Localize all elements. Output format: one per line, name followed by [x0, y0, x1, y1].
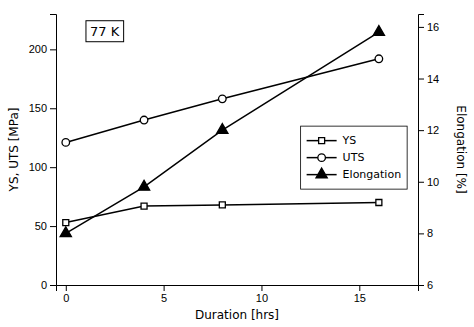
legend-box — [301, 126, 408, 189]
legend-marker — [316, 168, 327, 178]
data-point — [219, 202, 225, 208]
tick-label: 0 — [63, 292, 69, 304]
tick-label: 0 — [41, 279, 47, 291]
tick-mark — [50, 108, 56, 109]
chart: 051015050100150200681012141677 KYSUTSElo… — [0, 0, 474, 327]
y2-axis: 6 8 10 12 14 16 — [418, 15, 439, 292]
y-axis: 0 50 100 150 200 — [29, 15, 57, 292]
tick: 0 — [41, 279, 56, 291]
data-point — [140, 116, 148, 124]
tick-mark — [50, 285, 56, 286]
tick-label: 14 — [427, 73, 439, 85]
tick: 150 — [29, 102, 56, 114]
legend-item: YS — [307, 134, 357, 147]
data-point — [219, 95, 227, 103]
legend: YS UTS Elongation — [301, 126, 408, 189]
y2-axis-line — [419, 15, 425, 286]
tick: 50 — [35, 220, 56, 232]
tick-mark — [418, 233, 424, 234]
tick-label: 16 — [427, 21, 439, 33]
tick: 16 — [418, 21, 439, 33]
tick-label: 200 — [29, 43, 47, 55]
data-point — [63, 220, 69, 226]
tick-mark — [66, 285, 67, 291]
tick: 5 — [161, 285, 167, 304]
data-point — [217, 124, 228, 134]
tick-mark — [50, 49, 56, 50]
tick-mark — [50, 226, 56, 227]
legend-label: Elongation — [343, 168, 402, 181]
legend-item: UTS — [307, 151, 365, 164]
tick-mark — [418, 130, 424, 131]
tick-label: 8 — [427, 227, 433, 239]
tick-label: 10 — [427, 176, 439, 188]
x-axis-title: Duration [hrs] — [195, 308, 279, 322]
tick: 10 — [256, 285, 268, 304]
y-axis-title: YS, UTS [MPa] — [7, 108, 21, 193]
plot: 051015050100150200681012141677 KYSUTSElo… — [29, 15, 440, 304]
tick-label: 12 — [427, 124, 439, 136]
tick-label: 150 — [29, 102, 47, 114]
tick-label: 5 — [161, 292, 167, 304]
tick: 10 — [418, 176, 439, 188]
tick-label: 10 — [256, 292, 268, 304]
data-point — [138, 180, 149, 190]
tick: 0 — [63, 285, 69, 304]
data-point — [62, 139, 70, 147]
data-point — [373, 26, 384, 36]
tick-mark — [418, 27, 424, 28]
legend-item: Elongation — [307, 168, 402, 181]
tick-mark — [359, 285, 360, 291]
tick-label: 15 — [354, 292, 366, 304]
annotation-box — [86, 21, 124, 42]
data-point — [141, 203, 147, 209]
annotation: 77 K — [86, 21, 124, 42]
tick: 15 — [354, 285, 366, 304]
tick-label: 6 — [427, 279, 433, 291]
legend-label: UTS — [343, 151, 365, 164]
tick-label: 50 — [35, 220, 47, 232]
x-axis-line — [57, 286, 419, 292]
tick-mark — [164, 285, 165, 291]
legend-marker — [318, 154, 326, 162]
tick-mark — [418, 182, 424, 183]
tick-mark — [418, 285, 424, 286]
tick: 8 — [418, 227, 433, 239]
x-axis: 0 5 10 15 — [57, 285, 419, 304]
y2-axis-title: Elongation [%] — [454, 105, 468, 193]
y-axis-line — [50, 15, 57, 286]
tick: 200 — [29, 43, 56, 55]
tick-mark — [261, 285, 262, 291]
tick: 100 — [29, 161, 56, 173]
tick: 12 — [418, 124, 439, 136]
tick: 14 — [418, 73, 439, 85]
tick-mark — [50, 167, 56, 168]
legend-label: YS — [342, 134, 357, 147]
annotation-text: 77 K — [90, 24, 120, 39]
tick-label: 100 — [29, 161, 47, 173]
tick: 6 — [418, 279, 433, 291]
legend-marker — [319, 138, 325, 144]
data-point — [60, 227, 71, 237]
tick-mark — [418, 79, 424, 80]
data-point — [375, 55, 383, 63]
data-point — [376, 200, 382, 206]
